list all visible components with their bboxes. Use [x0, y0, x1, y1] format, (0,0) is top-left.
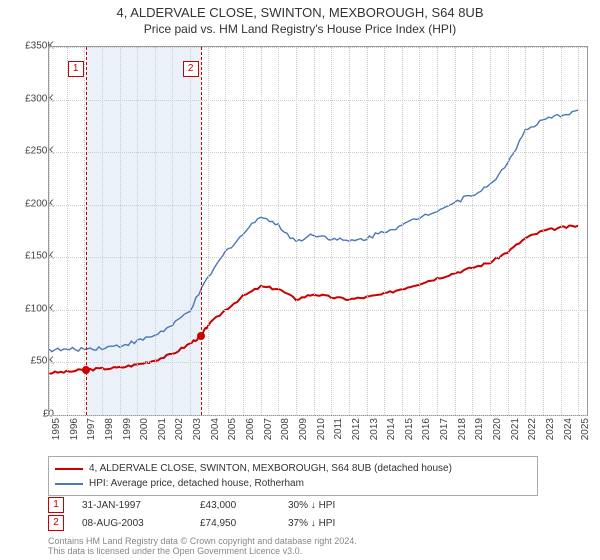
x-tick-label: 2014 [386, 418, 397, 448]
x-tick-label: 2017 [439, 418, 450, 448]
row-diff-2: 37% ↓ HPI [288, 518, 378, 529]
title-address: 4, ALDERVALE CLOSE, SWINTON, MEXBOROUGH,… [0, 5, 600, 20]
footer-line2: This data is licensed under the Open Gov… [48, 546, 357, 556]
sale-marker-box: 2 [183, 61, 199, 77]
legend: 4, ALDERVALE CLOSE, SWINTON, MEXBOROUGH,… [48, 456, 538, 496]
sale-point [82, 366, 90, 374]
x-tick-label: 2006 [245, 418, 256, 448]
sale-marker-box: 1 [68, 61, 84, 77]
row-diff-1: 30% ↓ HPI [288, 500, 378, 511]
x-tick-label: 2001 [157, 418, 168, 448]
row-price-1: £43,000 [200, 500, 270, 511]
x-tick-label: 2025 [580, 418, 591, 448]
sales-table: 1 31-JAN-1997 £43,000 30% ↓ HPI 2 08-AUG… [48, 496, 378, 532]
legend-item-hpi: HPI: Average price, detached house, Roth… [55, 476, 531, 491]
x-tick-label: 1995 [51, 418, 62, 448]
legend-swatch-hpi [55, 483, 83, 485]
plot-area: 12 [48, 46, 588, 416]
table-row: 1 31-JAN-1997 £43,000 30% ↓ HPI [48, 496, 378, 514]
row-marker-2: 2 [48, 515, 64, 531]
x-tick-label: 2019 [474, 418, 485, 448]
footer: Contains HM Land Registry data © Crown c… [48, 536, 357, 556]
title-subtitle: Price paid vs. HM Land Registry's House … [0, 22, 600, 36]
x-tick-label: 1997 [86, 418, 97, 448]
x-tick-label: 2020 [492, 418, 503, 448]
row-date-2: 08-AUG-2003 [82, 518, 182, 529]
x-tick-label: 2013 [369, 418, 380, 448]
footer-line1: Contains HM Land Registry data © Crown c… [48, 536, 357, 546]
x-tick-label: 2023 [545, 418, 556, 448]
x-tick-label: 2011 [333, 418, 344, 448]
legend-label-property: 4, ALDERVALE CLOSE, SWINTON, MEXBOROUGH,… [89, 463, 452, 474]
x-tick-label: 2015 [404, 418, 415, 448]
x-tick-label: 2007 [263, 418, 274, 448]
row-date-1: 31-JAN-1997 [82, 500, 182, 511]
row-price-2: £74,950 [200, 518, 270, 529]
x-tick-label: 2008 [280, 418, 291, 448]
x-tick-label: 2005 [227, 418, 238, 448]
x-tick-label: 2024 [563, 418, 574, 448]
x-tick-label: 2021 [510, 418, 521, 448]
x-tick-label: 2022 [527, 418, 538, 448]
x-tick-label: 1999 [122, 418, 133, 448]
sale-point [197, 332, 205, 340]
x-tick-label: 2018 [457, 418, 468, 448]
legend-label-hpi: HPI: Average price, detached house, Roth… [89, 478, 304, 489]
row-marker-1: 1 [48, 497, 64, 513]
sale-marker-line [86, 47, 87, 415]
table-row: 2 08-AUG-2003 £74,950 37% ↓ HPI [48, 514, 378, 532]
x-tick-label: 2016 [421, 418, 432, 448]
x-tick-label: 2010 [316, 418, 327, 448]
x-tick-label: 2002 [174, 418, 185, 448]
x-tick-label: 2004 [210, 418, 221, 448]
series-svg [49, 47, 587, 415]
x-tick-label: 1996 [69, 418, 80, 448]
chart-container: 4, ALDERVALE CLOSE, SWINTON, MEXBOROUGH,… [0, 0, 600, 560]
x-tick-label: 1998 [104, 418, 115, 448]
sale-marker-line [201, 47, 202, 415]
x-tick-label: 2000 [139, 418, 150, 448]
legend-swatch-property [55, 468, 83, 470]
legend-item-property: 4, ALDERVALE CLOSE, SWINTON, MEXBOROUGH,… [55, 461, 531, 476]
x-tick-label: 2012 [351, 418, 362, 448]
x-tick-label: 2003 [192, 418, 203, 448]
titles: 4, ALDERVALE CLOSE, SWINTON, MEXBOROUGH,… [0, 0, 600, 36]
x-tick-label: 2009 [298, 418, 309, 448]
